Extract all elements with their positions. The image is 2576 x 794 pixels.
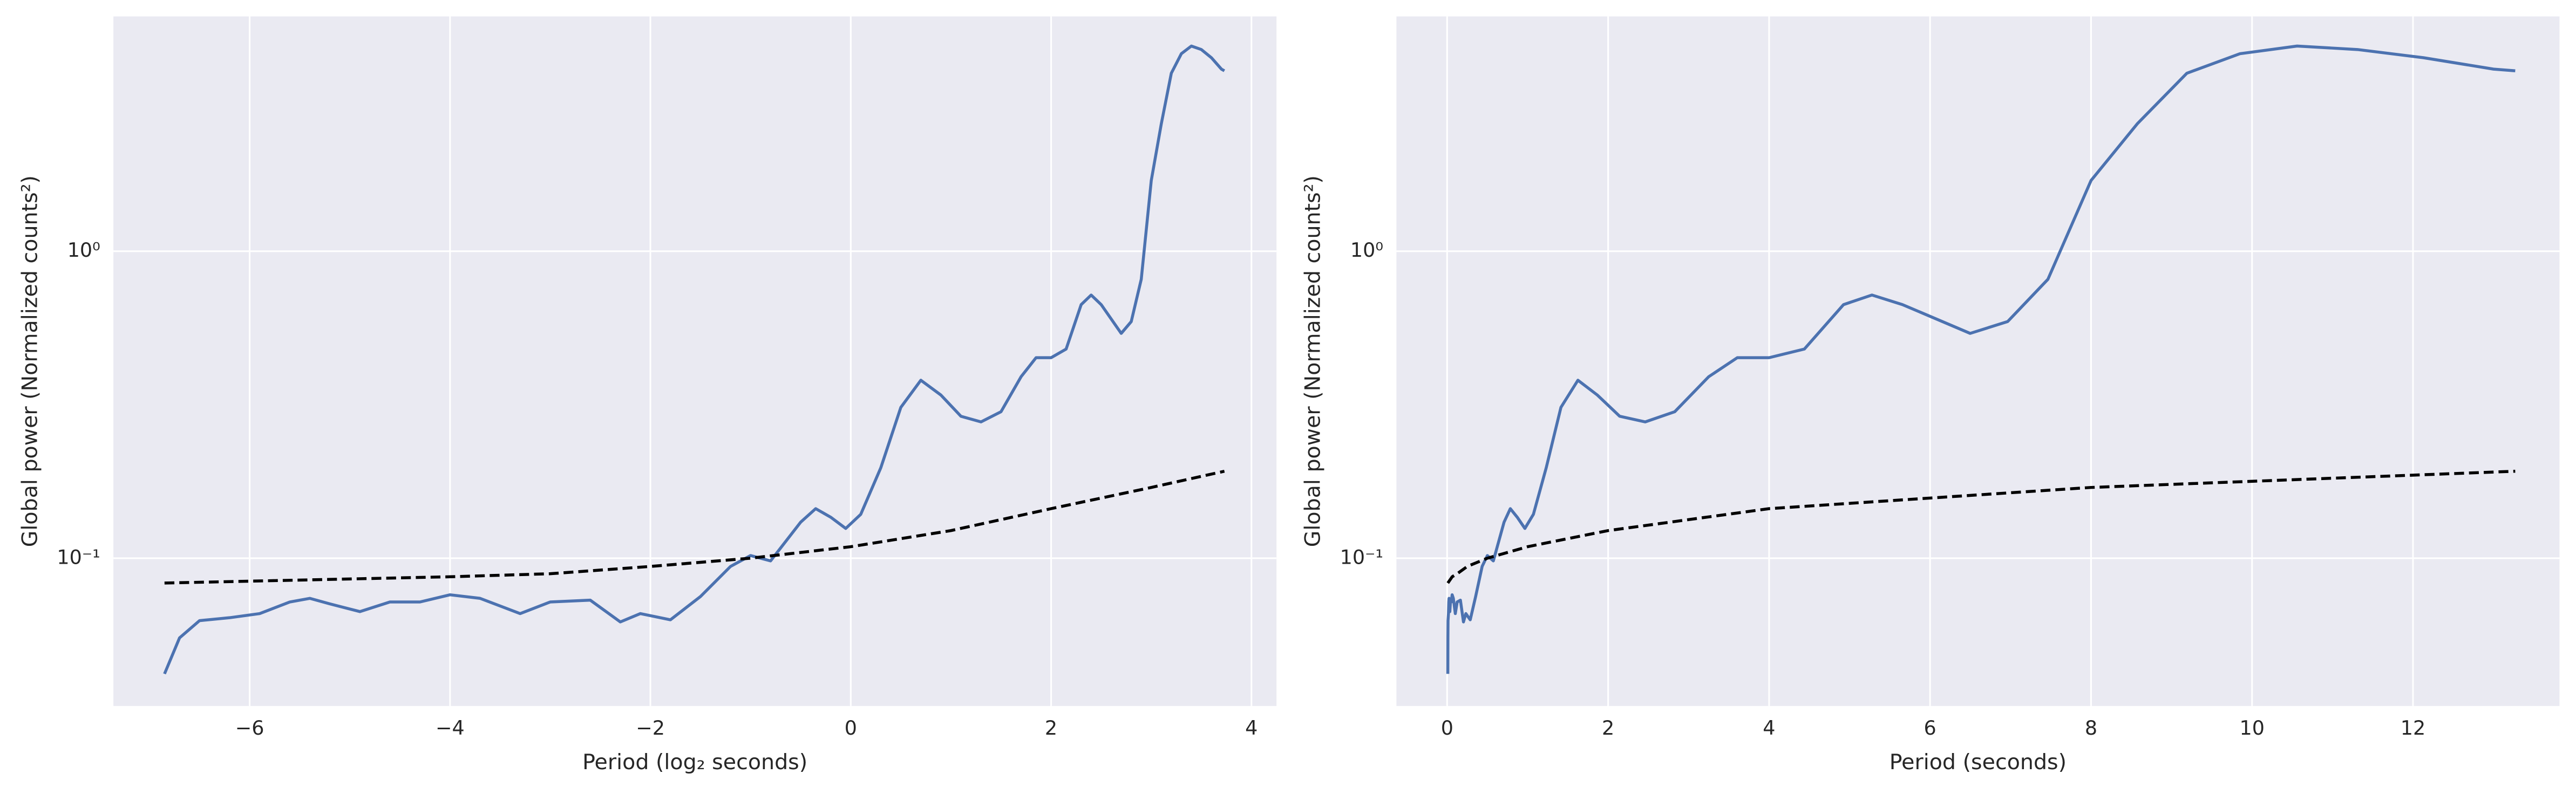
y-tick-label: 10⁰ — [67, 238, 100, 262]
y-tick-label: 10⁻¹ — [57, 545, 100, 569]
x-axis-label: Period (log₂ seconds) — [582, 750, 807, 775]
x-tick-label: 4 — [1763, 716, 1775, 740]
x-tick-label: −4 — [436, 716, 465, 740]
data-line — [1446, 469, 2516, 584]
data-line — [164, 469, 1225, 585]
x-axis-label: Period (seconds) — [1889, 750, 2067, 775]
x-tick-label: 0 — [1441, 716, 1453, 740]
y-tick-label: 10⁰ — [1350, 238, 1383, 262]
x-tick-label: 2 — [1602, 716, 1614, 740]
data-line — [163, 44, 1226, 675]
x-tick-label: 2 — [1045, 716, 1057, 740]
x-tick-label: 8 — [2085, 716, 2097, 740]
plot-area — [113, 16, 1277, 706]
y-axis-label: Global power (Normalized counts²) — [17, 175, 42, 547]
x-tick-label: 12 — [2401, 716, 2425, 740]
y-tick-label: 10⁻¹ — [1340, 545, 1383, 569]
x-tick-label: 6 — [1924, 716, 1936, 740]
x-tick-label: −6 — [235, 716, 264, 740]
x-tick-label: 10 — [2239, 716, 2264, 740]
x-tick-label: 4 — [1245, 716, 1258, 740]
y-axis-label: Global power (Normalized counts²) — [1301, 175, 1326, 547]
x-tick-label: −2 — [636, 716, 665, 740]
x-tick-label: 0 — [845, 716, 857, 740]
plot-area — [1396, 16, 2560, 706]
data-line — [1446, 44, 2516, 674]
